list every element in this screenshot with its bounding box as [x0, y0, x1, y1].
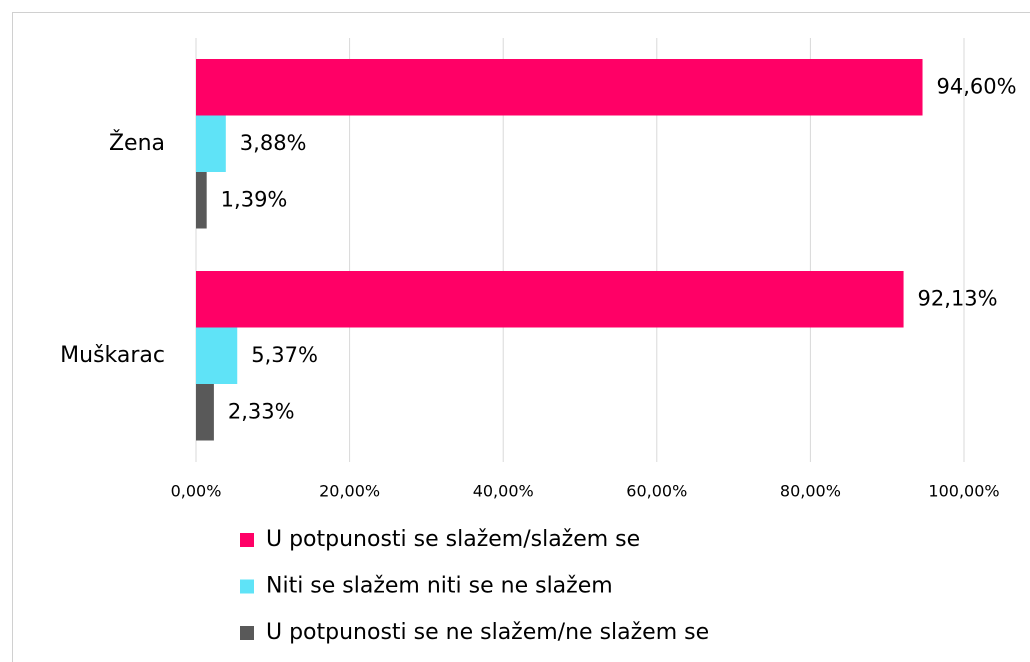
bar — [196, 271, 904, 328]
y-tick-label: Žena — [109, 130, 165, 156]
legend-label: Niti se slažem niti se ne slažem — [266, 574, 613, 599]
data-label: 3,88% — [240, 131, 307, 155]
x-tick-label: 20,00% — [319, 482, 380, 501]
legend-label: U potpunosti se slažem/slažem se — [266, 527, 640, 552]
data-label: 1,39% — [221, 187, 288, 211]
x-tick-label: 80,00% — [780, 482, 841, 501]
x-tick-label: 100,00% — [928, 482, 999, 501]
bar — [196, 115, 226, 172]
bar — [196, 384, 214, 441]
x-tick-label: 40,00% — [473, 482, 534, 501]
y-tick-label: Muškarac — [60, 343, 165, 368]
legend-swatch — [240, 579, 254, 594]
bar — [196, 172, 207, 229]
legend-swatch — [240, 626, 254, 640]
data-label: 5,37% — [251, 343, 318, 367]
legend-label: U potpunosti se ne slažem/ne slažem se — [266, 620, 709, 645]
data-label: 94,60% — [937, 74, 1017, 98]
data-label: 2,33% — [228, 399, 295, 423]
bar — [196, 59, 923, 116]
x-tick-label: 60,00% — [626, 482, 687, 501]
x-tick-label: 0,00% — [171, 482, 222, 501]
bar — [196, 327, 238, 384]
chart-border — [12, 12, 1030, 662]
legend-swatch — [240, 533, 254, 547]
data-label: 92,13% — [918, 286, 998, 310]
